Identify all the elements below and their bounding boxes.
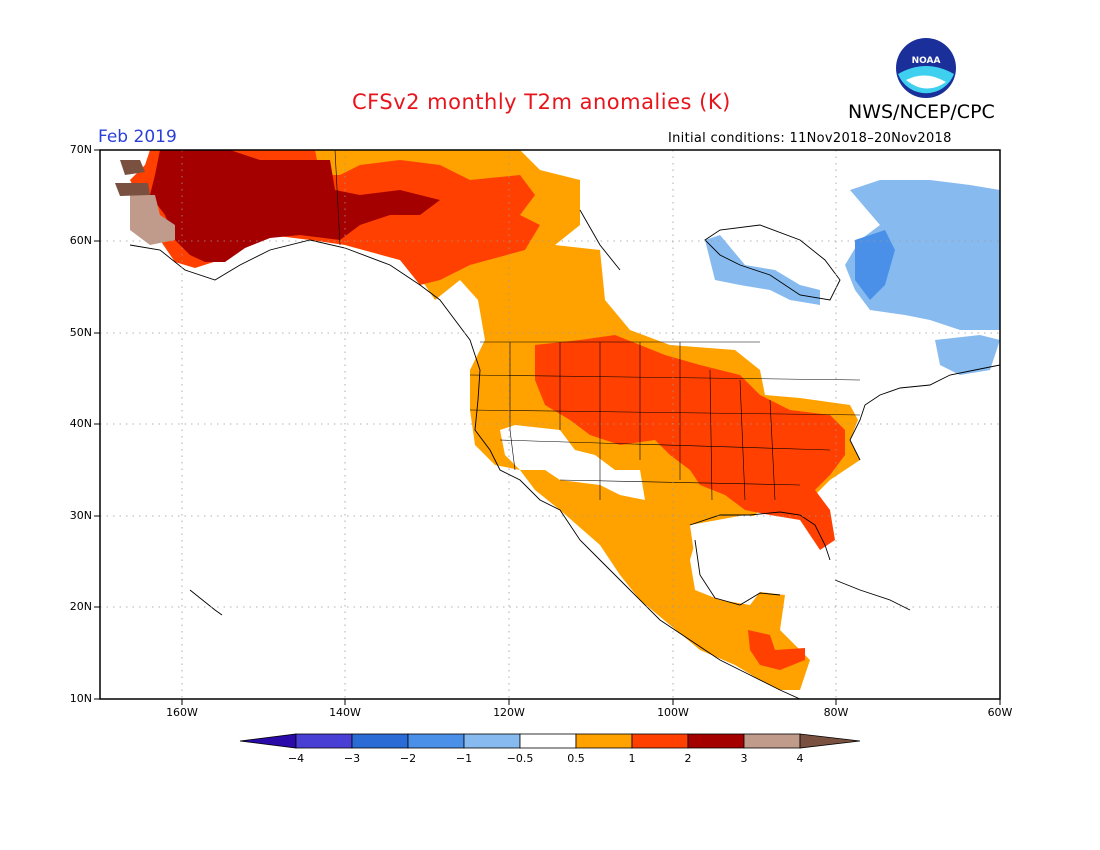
- anomaly-region-brown-alaska: [115, 160, 150, 196]
- colorbar-label-neg2: −2: [399, 752, 417, 765]
- colorbar-cell-lt-4: [239, 733, 297, 749]
- colorbar-cell-1: [295, 733, 353, 749]
- lon-label-100w: 100W: [657, 706, 689, 719]
- noaa-logo-text: NOAA: [911, 56, 941, 66]
- lat-label-20n: 20N: [69, 600, 92, 613]
- lon-label-160w: 160W: [166, 706, 198, 719]
- colorbar-cell-2: [351, 733, 409, 749]
- lon-label-80w: 80W: [823, 706, 849, 719]
- lat-label-70n: 70N: [69, 143, 92, 156]
- anomaly-region-blue-labrador: [935, 335, 1000, 375]
- initial-conditions-label: Initial conditions: 11Nov2018–20Nov2018: [668, 131, 952, 146]
- anomaly-region-neutral-gulf: [690, 515, 800, 595]
- colorbar-label-4: 4: [796, 752, 804, 765]
- lat-label-30n: 30N: [69, 509, 92, 522]
- colorbar-label-neg3: −3: [343, 752, 361, 765]
- coastlines: [129, 209, 1000, 699]
- lon-label-140w: 140W: [329, 706, 361, 719]
- colorbar-cell-5: [519, 733, 577, 749]
- map-gridlines: [100, 150, 1000, 699]
- colorbar-label-neg4: −4: [287, 752, 305, 765]
- colorbar-cell-8: [687, 733, 745, 749]
- colorbar-label-neg0-5: −0.5: [506, 752, 534, 765]
- anomaly-region-red-us: [535, 335, 845, 550]
- agency-label: NWS/NCEP/CPC: [848, 101, 995, 123]
- lat-label-40n: 40N: [69, 417, 92, 430]
- colorbar: [239, 733, 861, 749]
- lon-label-60w: 60W: [987, 706, 1013, 719]
- anomaly-region-blue-hudson: [705, 235, 820, 305]
- colorbar-label-neg1: −1: [455, 752, 473, 765]
- valid-month-label: Feb 2019: [98, 127, 177, 147]
- anomaly-region-red-centralamerica: [748, 630, 805, 670]
- colorbar-cell-4: [463, 733, 521, 749]
- colorbar-label-2: 2: [684, 752, 692, 765]
- lat-label-50n: 50N: [69, 326, 92, 339]
- anomaly-region-medblue-quebec: [855, 230, 895, 300]
- colorbar-cell-3: [407, 733, 465, 749]
- colorbar-label-1: 1: [628, 752, 636, 765]
- colorbar-cell-7: [631, 733, 689, 749]
- colorbar-cell-6: [575, 733, 633, 749]
- colorbar-label-3: 3: [740, 752, 748, 765]
- colorbar-label-0-5: 0.5: [567, 752, 585, 765]
- lat-label-60n: 60N: [69, 234, 92, 247]
- lon-label-120w: 120W: [493, 706, 525, 719]
- colorbar-cell-9: [743, 733, 801, 749]
- anomaly-region-blue-quebec: [845, 180, 1000, 330]
- political-boundaries: [334, 150, 861, 501]
- noaa-logo: [896, 38, 956, 98]
- chart-title: CFSv2 monthly T2m anomalies (K): [352, 90, 731, 114]
- lat-label-10n: 10N: [69, 692, 92, 705]
- map-panel: [100, 150, 1000, 699]
- anomaly-region-tan-alaska: [130, 195, 175, 245]
- colorbar-cell-gt-4: [799, 733, 861, 749]
- axis-ticks: [94, 149, 1001, 705]
- anomaly-region-darkred-alaska: [150, 150, 440, 262]
